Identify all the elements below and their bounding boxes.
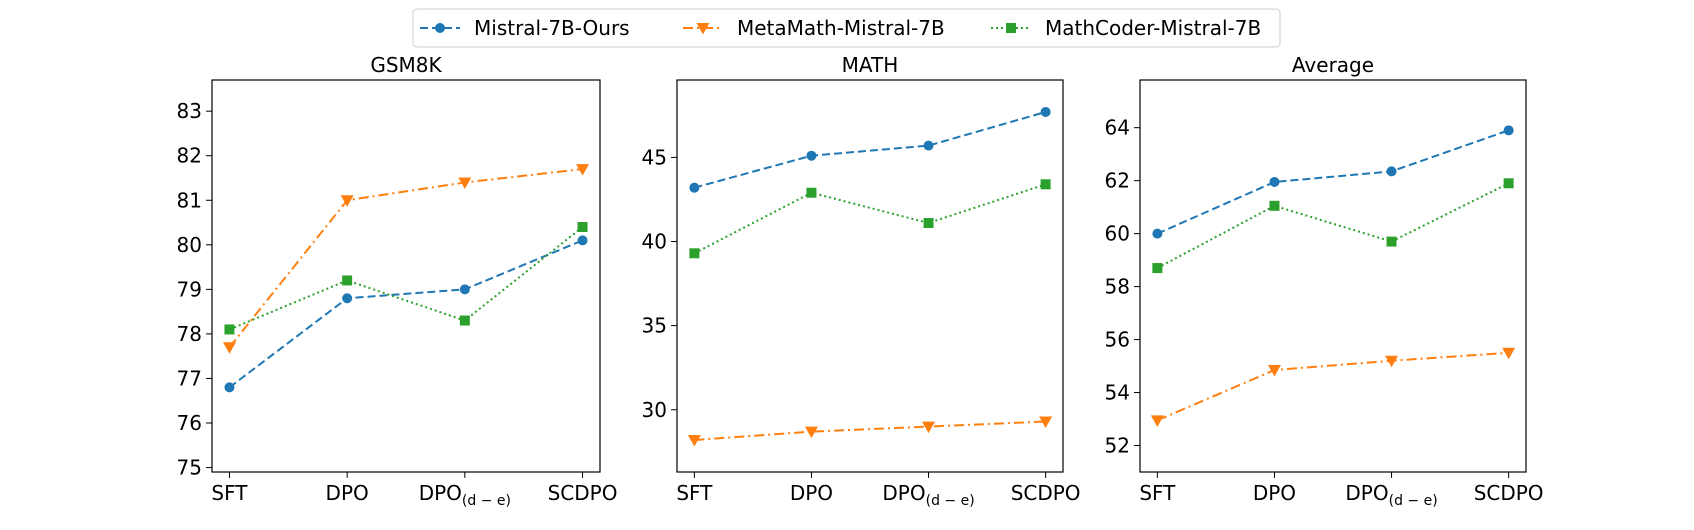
y-tick-label: 81 bbox=[177, 188, 202, 212]
series-line-3 bbox=[229, 226, 584, 331]
legend-box bbox=[412, 8, 1281, 48]
y-tick-label: 30 bbox=[642, 398, 667, 422]
data-point bbox=[458, 177, 472, 189]
series-line-2 bbox=[694, 420, 1046, 442]
data-point bbox=[1269, 176, 1280, 187]
data-point bbox=[689, 248, 700, 259]
data-point bbox=[1040, 106, 1051, 117]
data-point bbox=[806, 150, 817, 161]
data-point bbox=[459, 315, 470, 326]
series-line-1 bbox=[694, 111, 1046, 189]
data-point bbox=[224, 382, 235, 393]
x-tick-label: DPO bbox=[790, 481, 833, 505]
data-point bbox=[1267, 365, 1281, 377]
x-tick-label: DPO(d − e) bbox=[1345, 481, 1437, 509]
y-tick-label: 82 bbox=[177, 144, 202, 168]
axes-frame bbox=[1139, 79, 1527, 473]
y-tick-label: 83 bbox=[177, 99, 202, 123]
legend-label-1: Mistral-7B-Ours bbox=[474, 16, 630, 40]
series-line-3 bbox=[1156, 182, 1510, 269]
x-tick-label: SFT bbox=[676, 481, 713, 505]
legend-label-2: MetaMath-Mistral-7B bbox=[737, 16, 945, 40]
y-tick-label: 62 bbox=[1105, 169, 1130, 193]
x-tick-label: SCDPO bbox=[548, 481, 618, 505]
data-point bbox=[1040, 179, 1051, 190]
series-line-2 bbox=[1156, 351, 1509, 422]
x-tick-label: DPO bbox=[1253, 481, 1296, 505]
y-tick-label: 64 bbox=[1105, 116, 1130, 140]
data-point bbox=[1502, 347, 1516, 360]
data-point bbox=[1386, 236, 1397, 247]
x-tick-label: DPO bbox=[326, 481, 369, 505]
data-point bbox=[224, 324, 235, 335]
data-point bbox=[804, 426, 818, 439]
legend-marker-3 bbox=[1006, 23, 1016, 33]
y-tick-label: 58 bbox=[1105, 275, 1130, 299]
legend-marker-2 bbox=[696, 23, 710, 35]
y-tick-label: 52 bbox=[1105, 434, 1130, 458]
data-point bbox=[1152, 263, 1163, 274]
panel-math: MATH 30 35 40 45 SFT DPO DPO(d − e) SCDPO bbox=[642, 53, 1081, 509]
data-point bbox=[1150, 415, 1164, 427]
data-point bbox=[923, 218, 934, 229]
data-point bbox=[577, 222, 588, 232]
data-point bbox=[1503, 125, 1514, 136]
x-tick-label: SFT bbox=[1139, 481, 1176, 505]
data-point bbox=[459, 284, 470, 295]
y-tick-label: 80 bbox=[177, 233, 202, 257]
data-point bbox=[1152, 228, 1163, 239]
data-point bbox=[577, 235, 588, 246]
data-point bbox=[342, 293, 353, 304]
data-point bbox=[689, 182, 700, 193]
panel-title: GSM8K bbox=[370, 53, 442, 77]
data-point bbox=[1503, 178, 1514, 189]
y-tick-label: 54 bbox=[1105, 381, 1130, 405]
data-point bbox=[222, 342, 236, 354]
data-point bbox=[576, 164, 590, 176]
data-point bbox=[1039, 416, 1053, 429]
x-tick-label: DPO(d − e) bbox=[882, 481, 974, 509]
y-tick-label: 40 bbox=[642, 230, 667, 254]
data-point bbox=[1385, 355, 1399, 368]
x-tick-label: SCDPO bbox=[1011, 481, 1081, 505]
data-point bbox=[342, 275, 353, 286]
data-point bbox=[687, 435, 701, 447]
series-line-1 bbox=[1156, 129, 1509, 235]
legend-label-3: MathCoder-Mistral-7B bbox=[1045, 16, 1261, 40]
y-tick-label: 60 bbox=[1105, 222, 1130, 246]
y-tick-label: 56 bbox=[1105, 328, 1130, 352]
y-tick-label: 75 bbox=[177, 456, 202, 480]
y-tick-label: 45 bbox=[642, 145, 667, 169]
y-tick-label: 35 bbox=[642, 314, 667, 338]
y-tick-label: 78 bbox=[177, 322, 202, 346]
panel-gsm8k: GSM8K 75 76 77 78 79 80 81 82 83 SFT DPO DPO(d − e) S… bbox=[177, 53, 618, 509]
series-line-3 bbox=[693, 183, 1046, 255]
series-line-2 bbox=[228, 168, 583, 348]
legend: Mistral-7B-Ours MetaMath-Mistral-7B MathCo… bbox=[412, 8, 1281, 48]
panel-title: Average bbox=[1292, 53, 1374, 77]
x-tick-label: SFT bbox=[211, 481, 248, 505]
legend-marker-1 bbox=[435, 23, 445, 33]
data-point bbox=[923, 140, 934, 151]
axes-frame bbox=[676, 79, 1064, 473]
data-point bbox=[340, 195, 354, 207]
axes-frame bbox=[211, 79, 601, 473]
x-tick-label: DPO(d − e) bbox=[419, 481, 511, 509]
data-point bbox=[1269, 200, 1280, 211]
y-tick-label: 76 bbox=[177, 411, 202, 435]
data-point bbox=[922, 421, 936, 434]
chart-panels: GSM8K 75 76 77 78 79 80 81 82 83 SFT DPO DPO(d − e) S… bbox=[177, 53, 1544, 509]
x-tick-label: SCDPO bbox=[1474, 481, 1544, 505]
panel-average: Average 52 54 56 58 60 62 64 SFT DPO DPO(d − e) SCD… bbox=[1105, 53, 1544, 509]
data-point bbox=[1386, 166, 1397, 177]
y-tick-label: 77 bbox=[177, 366, 202, 390]
y-tick-label: 79 bbox=[177, 277, 202, 301]
data-point bbox=[806, 187, 817, 198]
series-line-1 bbox=[228, 239, 583, 389]
panel-title: MATH bbox=[842, 53, 899, 77]
